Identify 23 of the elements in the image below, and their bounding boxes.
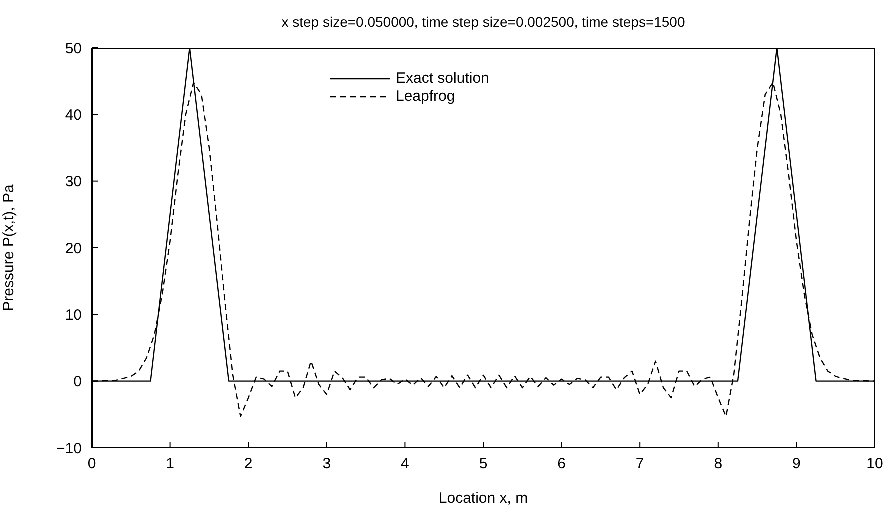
y-tick-label: 40 — [65, 106, 82, 124]
x-tick-label: 2 — [244, 456, 253, 473]
x-tick-label: 9 — [792, 456, 801, 473]
x-tick-label: 1 — [166, 456, 174, 473]
y-tick-label: 30 — [65, 174, 82, 191]
y-tick-label: 0 — [74, 374, 82, 391]
y-tick-label: 50 — [65, 40, 82, 58]
x-tick-label: 8 — [714, 456, 723, 473]
y-axis-title: Pressure P(x,t), Pa — [0, 184, 18, 312]
x-axis-title: Location x, m — [438, 490, 528, 507]
y-tick-label: 20 — [65, 240, 82, 258]
x-tick-label: 3 — [322, 456, 332, 473]
x-tick-label: 5 — [479, 456, 488, 473]
chart-title: x step size=0.050000, time step size=0.002500, time steps=1500 — [280, 14, 686, 30]
y-tick-label: −10 — [56, 440, 82, 458]
legend-label: Exact solution — [396, 70, 490, 88]
x-tick-label: 10 — [866, 456, 884, 473]
x-tick-label: 7 — [636, 456, 644, 473]
y-tick-label: 10 — [65, 306, 82, 324]
x-tick-label: 6 — [558, 456, 566, 473]
x-tick-label: 0 — [88, 456, 96, 473]
legend-label: Leapfrog — [396, 88, 456, 106]
x-tick-label: 4 — [401, 456, 410, 473]
